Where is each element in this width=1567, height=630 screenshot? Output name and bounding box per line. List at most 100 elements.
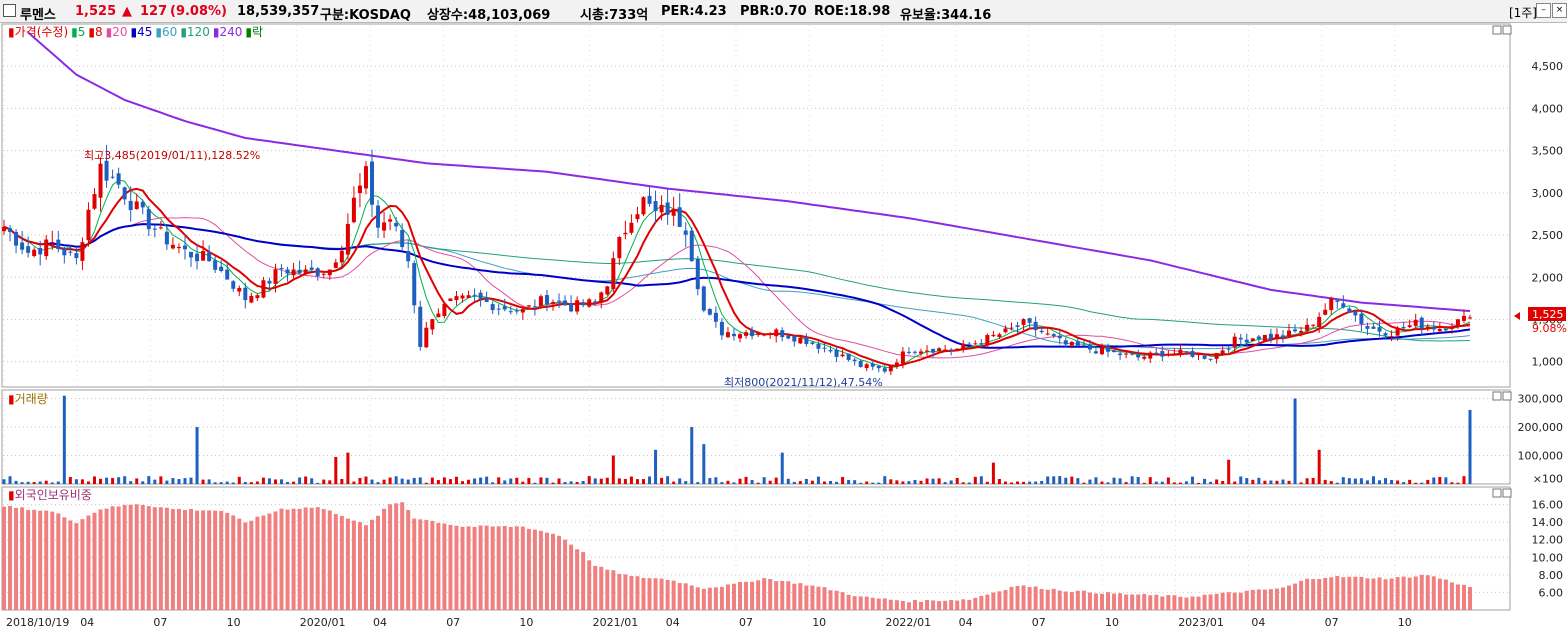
x-tick-label: 2023/01: [1178, 616, 1224, 629]
close-icon[interactable]: ×: [1552, 3, 1567, 18]
candle-body: [520, 309, 525, 313]
foreign-bar: [961, 599, 966, 610]
volume-bar: [171, 478, 175, 484]
candle-body: [894, 362, 899, 367]
volume-bar: [135, 478, 139, 484]
candle-body: [731, 333, 736, 337]
pane-close-icon[interactable]: [1502, 25, 1512, 35]
candle-body: [1015, 325, 1020, 327]
volume-bar: [473, 478, 477, 484]
volume-bar: [1456, 482, 1460, 484]
volume-bar: [1311, 477, 1315, 484]
minimize-icon[interactable]: –: [1536, 3, 1551, 18]
candle-body: [713, 312, 718, 322]
foreign-bar: [1027, 587, 1032, 610]
foreign-bar: [1045, 589, 1050, 610]
volume-bar: [617, 478, 621, 484]
legend-ma-8: 8: [95, 25, 103, 39]
volume-bar: [195, 427, 199, 484]
candle-body: [979, 343, 984, 345]
candle-body: [1196, 354, 1201, 356]
foreign-bar: [62, 517, 67, 610]
candle-body: [1419, 317, 1424, 329]
volume-bar: [123, 476, 127, 484]
volume-pane-min-icon[interactable]: [1492, 391, 1502, 401]
volume-bar: [1209, 481, 1213, 484]
candle-body: [357, 185, 362, 194]
volume-total: 18,539,357: [237, 4, 320, 19]
pane-min-icon[interactable]: [1492, 25, 1502, 35]
volume-bar: [382, 479, 386, 484]
candle-body: [804, 337, 809, 345]
candle-body: [955, 348, 960, 350]
foreign-bar: [635, 576, 640, 610]
foreign-bar: [26, 510, 31, 610]
volume-bar: [1052, 476, 1056, 484]
candle-body: [1383, 333, 1388, 336]
pbr-value: PBR:0.70: [740, 4, 807, 19]
foreign-bar: [110, 506, 115, 610]
volume-bar: [985, 481, 989, 484]
candle-body: [1305, 324, 1310, 331]
foreign-bar: [158, 507, 163, 610]
stock-chart[interactable]: ▮가격(수정) ▮5 ▮8 ▮20 ▮45 ▮60 ▮120 ▮240 ▮락 ▮거래량 ▮외국인…: [0, 23, 1567, 630]
candle-body: [225, 269, 230, 280]
header-checkbox[interactable]: [3, 4, 16, 17]
foreign-bar: [1214, 593, 1219, 610]
foreign-bar: [1455, 584, 1460, 610]
foreign-bar: [780, 580, 785, 610]
volume-bar: [165, 480, 169, 484]
candle-body: [321, 273, 326, 275]
volume-bar: [1106, 482, 1110, 484]
foreign-bar: [894, 600, 899, 610]
volume-bar: [1215, 479, 1219, 484]
foreign-bar: [611, 570, 616, 610]
candle-body: [1437, 328, 1442, 332]
foreign-bar: [1202, 594, 1207, 610]
foreign-bar: [370, 519, 375, 610]
candle-body: [937, 348, 942, 351]
volume-bar: [105, 477, 109, 484]
volume-bar: [780, 452, 784, 484]
candle-body: [828, 349, 833, 352]
candle-body: [1184, 351, 1189, 353]
foreign-bar: [436, 522, 441, 610]
volume-bar: [1353, 478, 1357, 484]
x-tick-label: 2020/01: [300, 616, 346, 629]
candle-body: [544, 295, 549, 305]
volume-bar: [225, 481, 229, 484]
foreign-bar: [695, 587, 700, 610]
foreign-bar: [8, 506, 13, 610]
volume-bar: [92, 476, 96, 484]
candle-body: [1130, 353, 1135, 355]
period-selector[interactable]: [1주]: [1508, 6, 1537, 20]
stock-name[interactable]: 루멘스: [20, 8, 56, 23]
volume-bar: [322, 479, 326, 484]
foreign-bar: [1057, 590, 1062, 610]
candle-body: [303, 269, 308, 274]
candle-body: [581, 302, 586, 306]
candle-body: [677, 207, 682, 227]
candle-body: [146, 209, 151, 230]
foreign-pane-min-icon[interactable]: [1492, 488, 1502, 498]
candle-body: [683, 230, 688, 235]
foreign-bar: [756, 580, 761, 610]
foreign-bar: [140, 504, 145, 610]
foreign-bar: [840, 592, 845, 610]
volume-bar: [623, 478, 627, 484]
foreign-bar: [1341, 577, 1346, 610]
volume-bar: [841, 476, 845, 484]
volume-bar: [973, 476, 977, 484]
volume-bar: [491, 482, 495, 484]
foreign-pane-close-icon[interactable]: [1502, 488, 1512, 498]
volume-bar: [937, 478, 941, 484]
candle-body: [1190, 351, 1195, 357]
volume-bar: [273, 479, 277, 484]
candle-body: [152, 228, 157, 230]
volume-bar: [292, 481, 296, 484]
candle-body: [925, 350, 930, 352]
volume-bar: [237, 476, 241, 484]
legend-price: 가격(수정): [15, 25, 69, 39]
volume-bar: [1154, 481, 1158, 484]
volume-pane-close-icon[interactable]: [1502, 391, 1512, 401]
